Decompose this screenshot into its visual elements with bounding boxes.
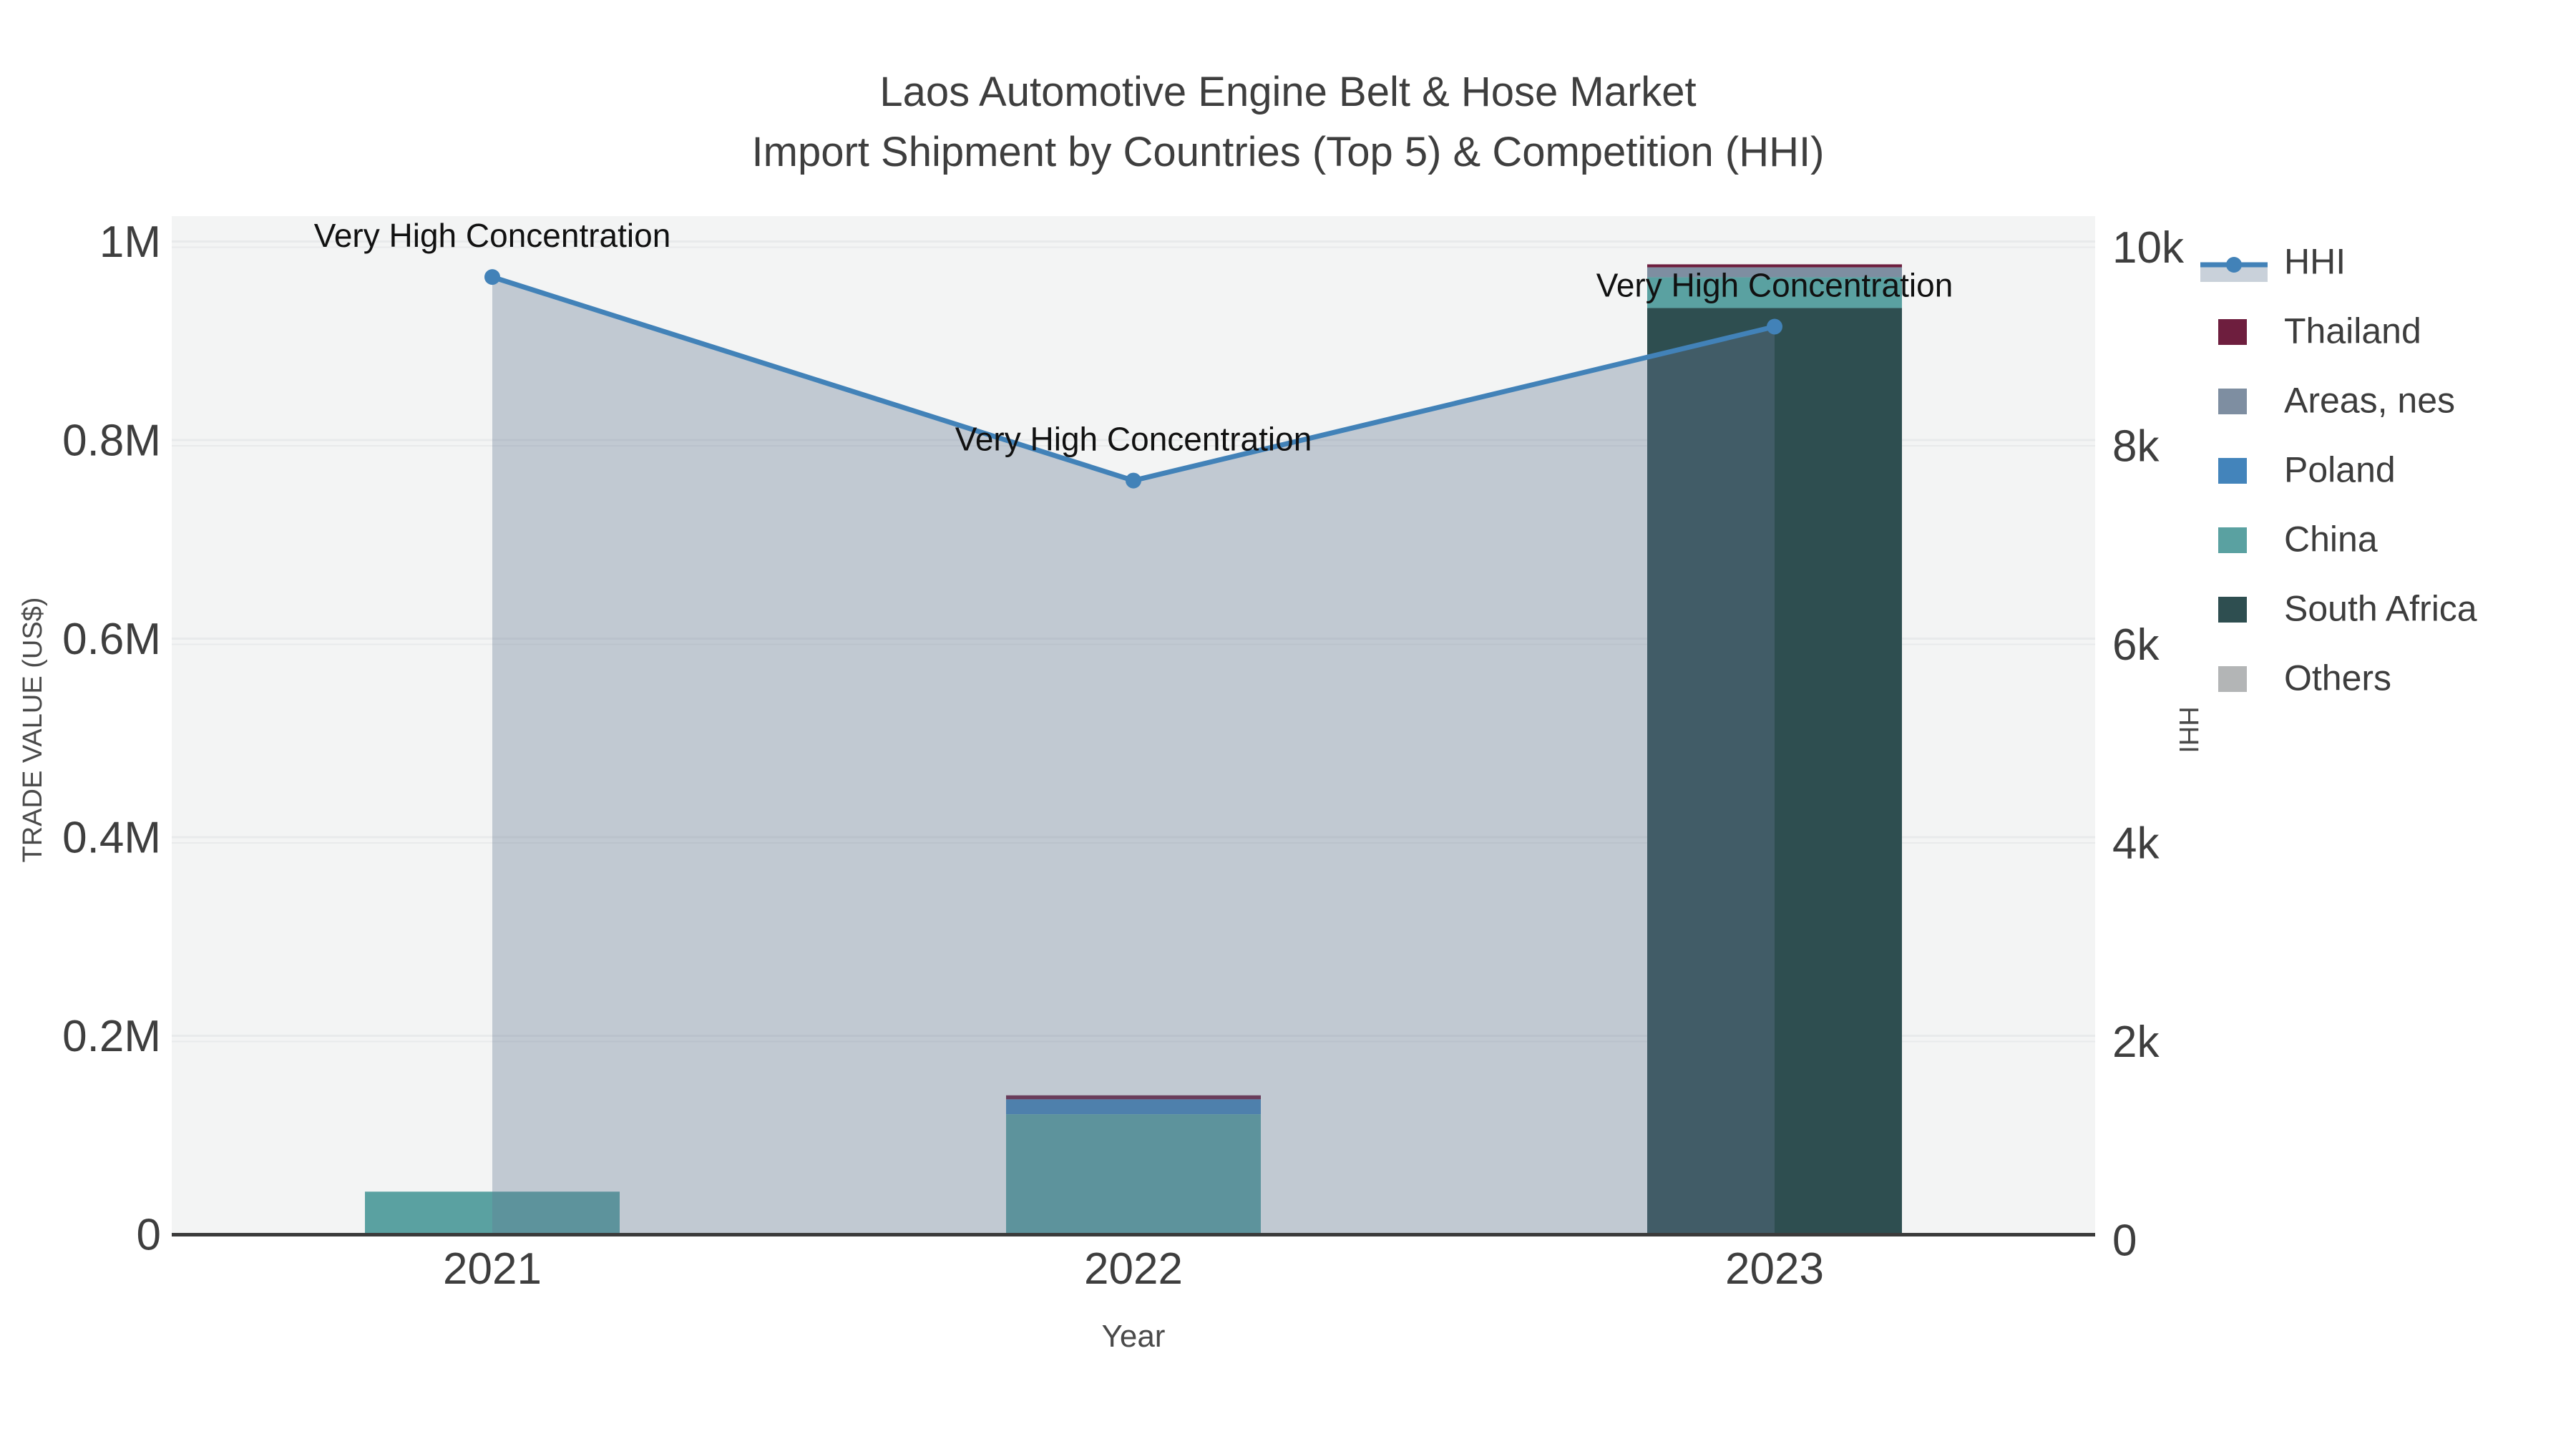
y-right-tick-6k: 6k [2112,620,2160,670]
legend-label: Areas, nes [2284,381,2455,421]
legend[interactable]: HHI Thailand Areas, nes Poland China South Af… [2200,242,2477,698]
bar-2023-areas-nes[interactable] [1647,267,1902,278]
hhi-marker-2023[interactable] [1767,318,1782,335]
legend-item-china[interactable]: China [2218,519,2378,560]
y-right-tick-4k: 4k [2112,819,2160,869]
legend-swatch [2218,319,2247,345]
y-right-axis-title: HHI [2173,706,2203,753]
legend-swatch [2218,458,2247,484]
bar-2023-china[interactable] [1647,277,1902,308]
annotation-2021: Very High Concentration [314,217,671,254]
legend-swatch [2218,389,2247,414]
legend-swatch [2218,666,2247,692]
chart-title-line2: Import Shipment by Countries (Top 5) & C… [752,129,1825,175]
hhi-line[interactable] [484,269,1782,489]
legend-item-hhi[interactable]: HHI [2200,242,2346,283]
y-left-tick-0.6M: 0.6M [62,615,161,664]
y-right-tick-8k: 8k [2112,422,2160,472]
y-left-tick-0.8M: 0.8M [62,416,161,466]
hhi-marker-2022[interactable] [1126,472,1141,489]
legend-item-thailand[interactable]: Thailand [2218,311,2421,351]
y-left-axis-title: TRADE VALUE (US$) [18,597,48,863]
bar-2021-china[interactable] [365,1191,620,1234]
annotation-2023: Very High Concentration [1596,267,1953,304]
chart-title-line1: Laos Automotive Engine Belt & Hose Marke… [879,69,1696,115]
hhi-marker-2021[interactable] [484,269,500,286]
hhi-area-polygon [492,277,1775,1234]
y-left-tick-1M: 1M [99,218,161,267]
legend-hhi-marker [2226,257,2242,273]
x-tick-2023: 2023 [1725,1244,1824,1294]
x-axis-title: Year [1102,1319,1166,1354]
legend-item-areas-nes[interactable]: Areas, nes [2218,381,2455,421]
legend-label: HHI [2284,242,2346,282]
legend-item-poland[interactable]: Poland [2218,450,2396,490]
bar-2023-thailand[interactable] [1647,264,1902,268]
legend-swatch [2218,597,2247,623]
bar-2022-china[interactable] [1006,1114,1261,1234]
x-axis-baseline [172,1233,2095,1236]
legend-item-others[interactable]: Others [2218,658,2391,698]
legend-swatch [2218,527,2247,553]
y-right-tick-10k: 10k [2112,223,2185,273]
x-tick-2022: 2022 [1084,1244,1183,1294]
y-left-tick-0.4M: 0.4M [62,814,161,863]
bar-2023-south-africa[interactable] [1647,308,1902,1234]
legend-label: China [2284,519,2378,560]
legend-item-south-africa[interactable]: South Africa [2218,589,2477,629]
y-right-tick-0: 0 [2112,1216,2137,1266]
legend-label: South Africa [2284,589,2477,629]
legend-label: Others [2284,658,2391,698]
hhi-area-fill [492,277,1775,1234]
bar-series[interactable] [365,264,1902,1234]
legend-label: Thailand [2284,311,2421,351]
tick-labels: 0 0.2M 0.4M 0.6M 0.8M 1M 0 2k 4k 6k 8k 10k 2021 2022 2… [62,218,2185,1294]
annotation-2022: Very High Concentration [955,421,1312,458]
x-tick-2021: 2021 [443,1244,542,1294]
legend-hhi-band [2200,266,2268,282]
y-left-tick-0.2M: 0.2M [62,1012,161,1061]
bar-2022-thailand[interactable] [1006,1095,1261,1100]
bar-2022-poland[interactable] [1006,1099,1261,1115]
x-axis-line [172,1233,2095,1236]
legend-label: Poland [2284,450,2396,490]
y-left-tick-0: 0 [137,1211,161,1260]
annotations: Very High Concentration Very High Concent… [314,217,1953,457]
y-right-tick-2k: 2k [2112,1018,2160,1067]
